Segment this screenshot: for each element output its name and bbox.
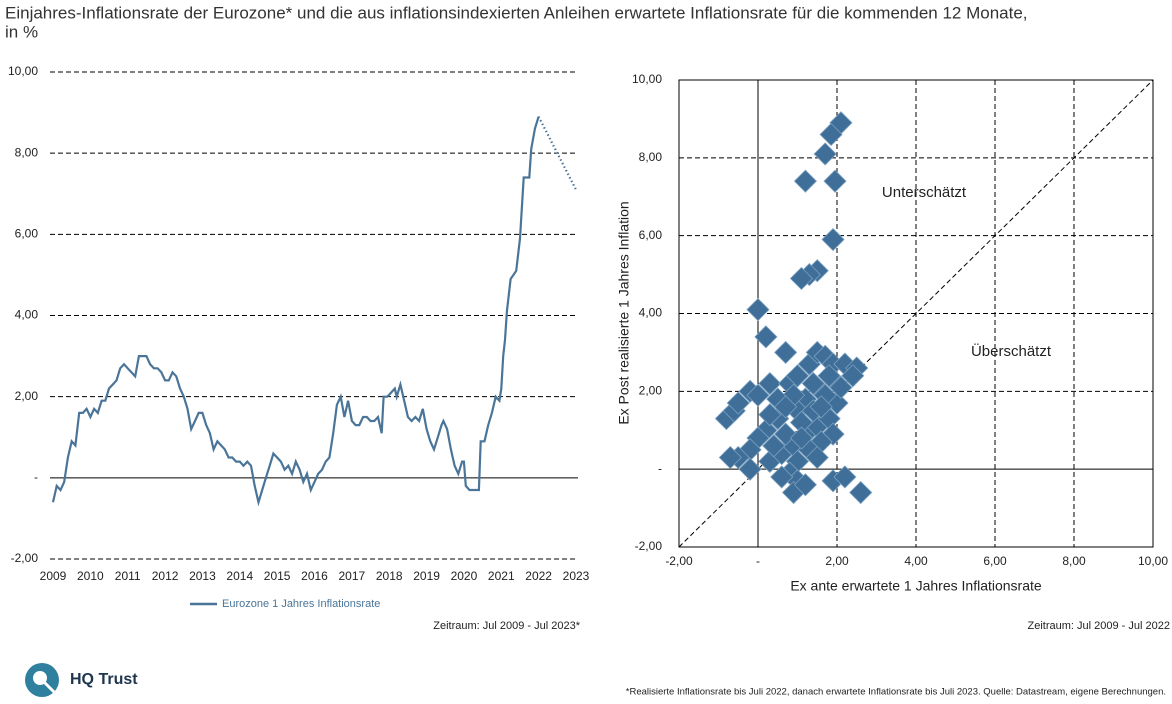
logo: HQ Trust [25,663,138,697]
scatter-point [746,298,770,322]
diagonal-line [678,79,1154,548]
x-tick-label: 2021 [488,569,515,583]
y-tick-label: 4,00 [15,308,39,322]
scatter-point [726,391,750,415]
x-tick-label: 2016 [301,569,328,583]
scatter-point [770,465,794,489]
scatter-point [833,465,857,489]
note: Zeitraum: Jul 2009 - Jul 2023* [433,620,580,632]
y-tick-label: -2,00 [635,539,663,553]
scatter-point [754,325,778,349]
x-tick-label: 2013 [189,569,216,583]
note: Zeitraum: Jul 2009 - Jul 2022 [1028,620,1170,632]
y-tick-label: 10,00 [632,72,662,86]
x-tick-label: 2019 [413,569,440,583]
y-axis-title: Ex Post realisierte 1 Jahres Inflation [616,201,632,424]
x-tick-label: 4,00 [904,554,928,568]
x-tick-label: 2023 [563,569,590,583]
x-tick-label: 2010 [77,569,104,583]
y-tick-label: -2,00 [11,551,39,565]
scatter-point [746,383,770,407]
footnote: *Realisierte Inflationsrate bis Juli 202… [626,687,1166,698]
x-tick-label: 8,00 [1062,554,1086,568]
x-tick-label: 2011 [115,569,141,583]
scatter-point [829,375,853,400]
title: in % [5,22,38,41]
scatter-point [841,364,865,388]
scatter-point [718,445,742,470]
y-tick-label: - [34,470,38,484]
logo-text: HQ Trust [70,671,138,688]
y-tick-label: - [658,461,662,475]
x-tick-label: 2014 [226,569,253,583]
x-tick-label: 2,00 [825,554,849,568]
scatter-point [762,434,786,458]
scatter-point [821,227,845,252]
x-tick-label: 2022 [525,569,552,583]
scatter-point [793,473,817,497]
scatter-point [789,266,814,291]
annotation: Überschätzt [971,342,1052,360]
scatter-point [774,422,798,446]
x-tick-label: 2009 [40,569,67,583]
logo-icon [40,678,58,696]
scatter-point [774,395,798,419]
x-tick-label: 2015 [264,569,291,583]
x-tick-label: 10,00 [1138,554,1168,568]
y-tick-label: 2,00 [639,384,663,398]
y-tick-label: 6,00 [15,227,39,241]
legend-label: Eurozone 1 Jahres Inflationsrate [222,598,380,610]
scatter-point [813,142,837,166]
y-tick-label: 6,00 [639,228,663,242]
scatter-point [789,426,814,450]
y-tick-label: 4,00 [639,306,663,320]
scatter-point [805,445,829,470]
scatter-point [817,364,841,388]
x-tick-label: 2017 [339,569,366,583]
x-tick-label: -2,00 [665,554,693,568]
scatter-point [823,169,847,193]
scatter-point [774,340,798,364]
x-axis-title: Ex ante erwartete 1 Jahres Inflationsrat… [790,578,1042,594]
title: Einjahres-Inflationsrate der Eurozone* u… [5,3,1028,22]
scatter-point [849,480,873,505]
scatter-point [821,422,845,446]
scatter-point [793,169,817,193]
x-tick-label: - [756,554,760,568]
x-tick-label: 2012 [152,569,179,583]
x-tick-label: 2018 [376,569,403,583]
scatter-point [819,122,843,147]
y-tick-label: 10,00 [8,64,38,78]
x-tick-label: 2020 [451,569,478,583]
scatter-point [801,371,825,396]
y-tick-label: 8,00 [15,145,39,159]
scatter-point [809,395,833,419]
line-series [537,116,577,191]
y-tick-label: 8,00 [639,150,663,164]
scatter-point [758,403,782,427]
scatter-point [738,457,762,481]
scatter-point [758,371,782,396]
annotation: Unterschätzt [882,184,967,201]
y-tick-label: 2,00 [15,389,39,403]
x-tick-label: 6,00 [983,554,1007,568]
line-series [51,116,540,507]
scatter-point [785,364,810,388]
